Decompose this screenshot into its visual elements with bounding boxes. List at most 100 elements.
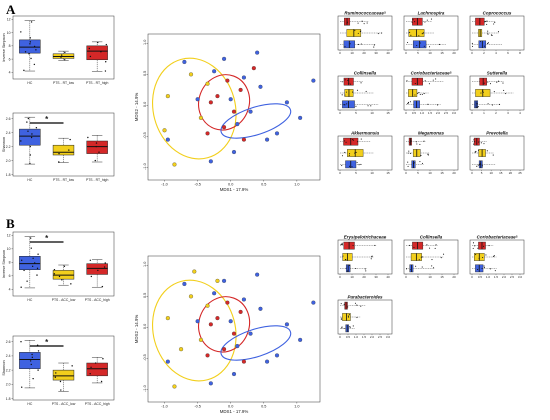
data-point: [20, 340, 22, 343]
ellipse-high: [198, 296, 251, 353]
x-tick-label: 1.0: [420, 111, 425, 115]
data-point: [370, 105, 372, 107]
data-point: [26, 121, 28, 123]
data-point: [481, 165, 483, 167]
data-point: [97, 269, 99, 272]
data-point: [371, 256, 373, 258]
data-point: [476, 165, 478, 167]
x-tick-label: 1.5: [494, 275, 499, 279]
data-point: [493, 23, 495, 25]
data-point: [477, 106, 479, 108]
x-tick-label: 0.5: [412, 111, 417, 115]
y-tick-label: 10: [7, 247, 11, 251]
x-tick-label: 15: [386, 111, 390, 115]
data-point: [363, 23, 365, 25]
data-point: [37, 369, 39, 371]
y-tick-label: 0.5: [143, 71, 147, 76]
data-point: [434, 247, 436, 249]
alpha-diversity-plot: Inverse Simpson 12 10 8 6 4 HC PTS - ACC_low PTS…: [2, 231, 115, 302]
data-point: [34, 262, 36, 264]
data-point: [483, 245, 485, 247]
x-tick-label: 0.5: [346, 335, 351, 339]
data-point: [346, 22, 348, 24]
taxon-boxplot: Prevotella 0 5 10 15 20 25: [469, 131, 525, 175]
x-tick-label: 0: [339, 335, 341, 339]
data-point: [365, 90, 367, 93]
high-point: [231, 109, 237, 114]
data-point: [483, 266, 485, 268]
y-axis-label: MDS2 - 14.9%: [134, 315, 139, 344]
data-point: [346, 270, 348, 272]
pcoa-plot: -1.0 -0.5 0.0 0.5 1.0 1.0 0.5 0.0 -0.5 -1.0 MDS1 -…: [134, 255, 321, 414]
x-tick-label: 20: [509, 171, 513, 175]
data-point: [95, 145, 97, 148]
data-point: [438, 43, 441, 46]
data-point: [351, 166, 353, 168]
data-point: [481, 267, 483, 269]
data-point: [30, 247, 32, 249]
data-point: [410, 34, 412, 36]
data-point: [480, 142, 482, 144]
y-tick-label: 12: [7, 234, 11, 238]
data-point: [344, 94, 346, 96]
data-point: [343, 303, 345, 305]
data-point: [58, 152, 60, 155]
group-label: PTS - ACC_low: [52, 402, 76, 406]
data-point: [414, 21, 416, 23]
taxon-title: Akkermansia: [350, 131, 380, 136]
data-point: [349, 326, 351, 328]
taxon-title: Coprococcus: [483, 11, 512, 16]
y-axis-label: Inverse Simpson: [2, 250, 6, 278]
hc-point: [258, 84, 263, 89]
data-point: [31, 356, 34, 359]
box: [19, 256, 41, 270]
data-point: [414, 82, 416, 85]
data-point: [377, 33, 379, 35]
box: [86, 140, 108, 154]
y-tick-label: 2.2: [6, 145, 11, 149]
x-tick-label: 6: [507, 51, 509, 55]
data-point: [485, 20, 487, 22]
y-tick-label: 12: [7, 18, 11, 22]
x-tick-label: 3.0: [518, 275, 523, 279]
group-label: PTS - RT_high: [86, 178, 108, 182]
data-point: [355, 267, 357, 270]
data-point: [32, 377, 34, 380]
hc-point: [248, 109, 253, 114]
ellipse-high: [198, 74, 251, 131]
y-tick-label: 2.2: [6, 368, 11, 372]
data-point: [100, 51, 102, 53]
taxon-boxplot: Akkermansia 0 5 10 15: [337, 131, 393, 175]
x-tick-label: 2: [495, 111, 497, 115]
data-point: [504, 93, 507, 95]
taxon-title: Coriobacteriaceaeᵃ: [411, 71, 452, 76]
x-tick-label: 1.5: [362, 335, 367, 339]
data-point: [487, 42, 489, 44]
low-point: [205, 81, 210, 86]
x-tick-label: 40: [386, 51, 390, 55]
data-point: [61, 54, 63, 56]
data-point: [344, 104, 346, 106]
hc-point: [212, 69, 217, 74]
taxon-boxplot: Ruminococcaceaeᵃ 0 10 20 30 40: [337, 11, 393, 55]
x-tick-label: 15: [440, 275, 444, 279]
data-point: [483, 265, 485, 267]
data-point: [472, 247, 474, 249]
data-point: [423, 92, 425, 95]
data-point: [477, 268, 479, 271]
data-point: [420, 256, 422, 258]
high-point: [205, 131, 210, 136]
y-axis-label: MDS2 - 14.9%: [134, 93, 139, 122]
hc-point: [228, 97, 233, 102]
data-point: [485, 254, 487, 256]
data-point: [416, 44, 418, 47]
hc-point: [235, 122, 240, 127]
data-point: [61, 279, 63, 281]
data-point: [348, 165, 351, 167]
y-tick-label: -0.5: [143, 354, 147, 361]
x-tick-label: 2.0: [370, 335, 375, 339]
data-point: [407, 161, 409, 163]
low-point: [188, 294, 194, 299]
data-point: [358, 164, 360, 166]
hc-point: [284, 322, 289, 327]
